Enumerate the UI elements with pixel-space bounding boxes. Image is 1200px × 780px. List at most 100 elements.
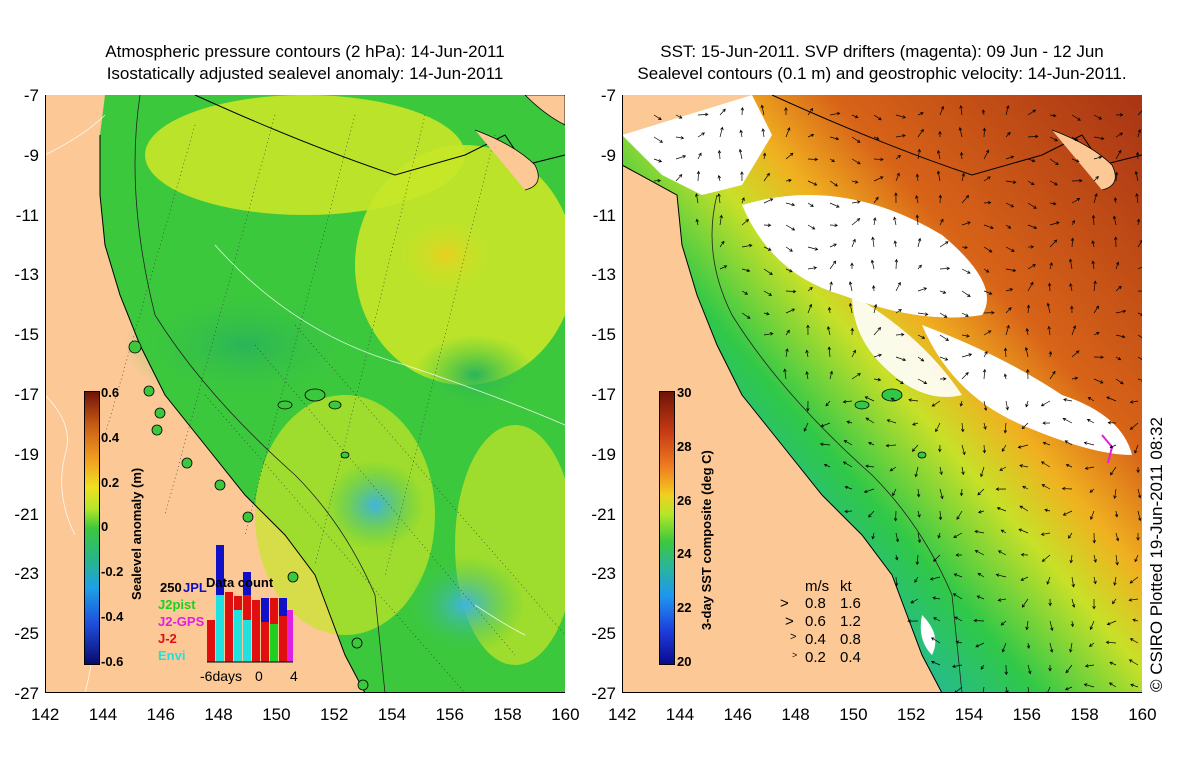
velocity-arrow bbox=[1083, 683, 1095, 688]
velocity-arrow bbox=[1071, 325, 1077, 336]
velocity-arrow bbox=[1105, 640, 1117, 645]
velocity-arrow bbox=[1071, 114, 1081, 121]
velocity-arrow bbox=[1048, 598, 1052, 607]
velocity-arrow bbox=[829, 243, 837, 248]
sealevel-tick: -0.2 bbox=[101, 564, 124, 579]
velocity-arrow bbox=[1137, 290, 1142, 292]
velocity-arrow bbox=[1137, 266, 1142, 270]
velocity-arrow bbox=[976, 595, 985, 600]
velocity-arrow bbox=[807, 180, 818, 186]
velocity-arrow bbox=[959, 400, 964, 407]
velocity-arrow bbox=[1005, 400, 1009, 411]
velocity-arrow bbox=[917, 128, 924, 138]
sealevel-tick: 0.2 bbox=[101, 475, 120, 490]
velocity-arrow bbox=[844, 485, 853, 490]
velocity-arrow bbox=[907, 619, 919, 623]
velocity-arrow bbox=[895, 332, 905, 337]
longitude-tick: 146 bbox=[723, 705, 752, 724]
velocity-arrow bbox=[1049, 158, 1059, 166]
velocity-arrow bbox=[717, 193, 721, 204]
velocity-arrow bbox=[917, 264, 922, 270]
velocity-arrow bbox=[763, 290, 773, 296]
velocity-arrow bbox=[999, 466, 1007, 471]
velocity-arrow bbox=[1019, 464, 1029, 468]
velocity-arrow bbox=[653, 136, 664, 143]
velocity-arrow bbox=[1136, 218, 1141, 226]
velocity-arrow bbox=[961, 353, 973, 358]
velocity-arrow bbox=[917, 237, 922, 248]
velocity-arrow bbox=[873, 176, 884, 182]
velocity-arrow bbox=[956, 510, 963, 520]
velocity-arrow bbox=[932, 596, 941, 600]
velocity-arrow bbox=[983, 310, 995, 315]
velocity-arrow bbox=[675, 155, 687, 160]
latitude-tick: -9 bbox=[23, 145, 39, 165]
longitude-tick: 142 bbox=[608, 705, 637, 724]
velocity-arrow bbox=[695, 218, 699, 226]
velocity-arrow bbox=[697, 152, 702, 160]
velocity-arrow bbox=[1040, 400, 1051, 407]
sst-tick: 30 bbox=[677, 385, 692, 400]
velocity-arrow bbox=[1063, 398, 1073, 402]
velocity-arrow bbox=[917, 287, 928, 292]
velocity-key-arrow: > bbox=[785, 613, 794, 630]
velocity-arrow bbox=[719, 214, 723, 226]
velocity-arrow bbox=[997, 598, 1007, 602]
velocity-arrow bbox=[1062, 417, 1073, 424]
velocity-arrow bbox=[1027, 245, 1035, 249]
velocity-arrow bbox=[996, 506, 1007, 512]
velocity-arrow bbox=[1064, 440, 1073, 446]
velocity-arrow bbox=[1093, 554, 1097, 563]
velocity-arrow bbox=[982, 368, 987, 380]
velocity-arrow bbox=[851, 180, 859, 184]
velocity-arrow bbox=[719, 108, 726, 116]
longitude-tick: 148 bbox=[781, 705, 810, 724]
velocity-arrow bbox=[983, 268, 990, 273]
velocity-arrow bbox=[1049, 113, 1057, 118]
velocity-arrow bbox=[1049, 221, 1060, 226]
data-count-max-label: 250 bbox=[160, 580, 182, 595]
sealevel-tick: 0.6 bbox=[101, 385, 120, 400]
velocity-arrow bbox=[1021, 598, 1029, 608]
velocity-arrow bbox=[1000, 620, 1007, 626]
velocity-arrow bbox=[1005, 288, 1014, 292]
velocity-arrow bbox=[1135, 193, 1139, 204]
velocity-arrow bbox=[1084, 466, 1095, 470]
velocity-arrow bbox=[1093, 355, 1104, 359]
velocity-arrow bbox=[1064, 686, 1073, 691]
velocity-arrow bbox=[961, 466, 965, 476]
velocity-arrow bbox=[842, 399, 853, 404]
velocity-arrow bbox=[1048, 350, 1053, 358]
velocity-arrow bbox=[785, 289, 797, 294]
velocity-arrow bbox=[1115, 261, 1120, 270]
latitude-tick: -21 bbox=[14, 504, 39, 524]
velocity-arrow bbox=[1114, 510, 1119, 518]
velocity-arrow bbox=[1115, 285, 1122, 292]
sst-tick: 28 bbox=[677, 439, 692, 454]
velocity-arrow bbox=[983, 400, 988, 412]
velocity-arrow bbox=[1024, 346, 1029, 358]
velocity-arrow bbox=[1113, 576, 1117, 586]
data-count-bars bbox=[207, 545, 293, 662]
velocity-arrow bbox=[959, 488, 964, 497]
velocity-arrow bbox=[1005, 202, 1015, 208]
velocity-arrow bbox=[931, 400, 941, 407]
longitude-tick: 144 bbox=[88, 705, 118, 724]
velocity-arrow bbox=[1106, 620, 1117, 626]
velocity-arrow bbox=[829, 202, 840, 208]
velocity-arrow bbox=[1093, 136, 1105, 141]
velocity-arrow bbox=[1005, 324, 1010, 336]
sealevel-tick: -0.4 bbox=[101, 609, 124, 624]
coastline bbox=[99, 135, 366, 693]
velocity-arrow bbox=[820, 422, 831, 428]
velocity-arrow bbox=[936, 170, 941, 182]
velocity-arrow bbox=[785, 308, 796, 314]
velocity-arrow bbox=[983, 176, 991, 182]
velocity-arrow bbox=[1115, 532, 1120, 542]
velocity-arrow bbox=[961, 245, 969, 250]
velocity-arrow bbox=[740, 171, 744, 182]
latitude-tick: -23 bbox=[14, 564, 39, 584]
velocity-arrow bbox=[1134, 554, 1139, 563]
velocity-key-kt: 1.2 bbox=[840, 613, 861, 630]
velocity-arrow bbox=[1129, 422, 1139, 430]
